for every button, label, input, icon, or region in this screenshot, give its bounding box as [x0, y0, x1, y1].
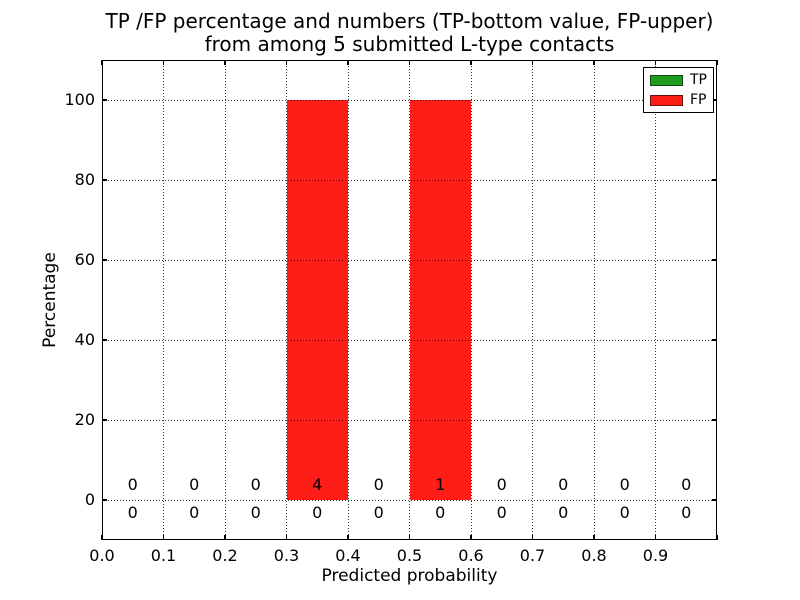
x-tick-top: [654, 60, 657, 65]
y-tick-right: [712, 99, 717, 101]
count-tp-bin-7: 0: [558, 503, 569, 522]
legend-label-tp: TP: [690, 72, 707, 88]
y-tick-left: [102, 259, 107, 261]
gridline-x-0.1: [163, 60, 164, 540]
count-tp-bin-4: 0: [373, 503, 384, 522]
legend-item-fp: FP: [650, 93, 707, 107]
count-fp-bin-0: 0: [127, 475, 138, 494]
y-tick-right: [712, 499, 717, 501]
count-tp-bin-2: 0: [250, 503, 261, 522]
x-tick-top: [470, 60, 472, 65]
y-tick-left: [102, 179, 107, 181]
tp-swatch-icon: [650, 74, 683, 86]
x-tick-top: [531, 60, 534, 65]
x-tick-label-0.5: 0.5: [396, 546, 423, 565]
x-tick-label-0.7: 0.7: [519, 546, 546, 565]
x-tick-label-0.8: 0.8: [581, 546, 607, 565]
x-tick-bottom: [716, 535, 718, 540]
chart-title-line1: TP /FP percentage and numbers (TP-bottom…: [105, 9, 714, 33]
x-tick-bottom: [285, 535, 288, 540]
count-fp-bin-7: 0: [558, 475, 569, 494]
y-tick-right: [712, 179, 717, 181]
bar-fp-bin-3: [286, 100, 348, 500]
count-fp-bin-8: 0: [619, 475, 630, 494]
x-tick-top: [224, 60, 226, 65]
count-tp-bin-6: 0: [496, 503, 507, 522]
gridline-x-0.6: [470, 60, 472, 540]
count-tp-bin-1: 0: [189, 503, 200, 522]
chart-title: TP /FP percentage and numbers (TP-bottom…: [102, 10, 717, 56]
x-tick-label-0.3: 0.3: [273, 546, 300, 565]
chart-title-line2: from among 5 submitted L-type contacts: [204, 32, 615, 56]
count-tp-bin-5: 0: [435, 503, 446, 522]
count-fp-bin-4: 0: [373, 475, 384, 494]
x-tick-bottom: [654, 535, 657, 540]
count-tp-bin-0: 0: [127, 503, 138, 522]
x-tick-bottom: [408, 535, 411, 540]
legend-item-tp: TP: [650, 73, 707, 87]
count-fp-bin-6: 0: [496, 475, 507, 494]
count-fp-bin-9: 0: [681, 475, 692, 494]
y-axis-label: Percentage: [40, 252, 60, 348]
y-tick-right: [712, 419, 717, 421]
y-tick-label-0: 0: [84, 490, 95, 509]
x-tick-top: [408, 60, 411, 65]
count-fp-bin-3: 4: [312, 475, 323, 494]
x-tick-top: [162, 60, 165, 65]
gridline-x-0.9: [655, 60, 656, 540]
count-fp-bin-1: 0: [189, 475, 200, 494]
legend: TP FP: [643, 67, 714, 113]
gridline-x-0.8: [593, 60, 595, 540]
x-tick-top: [716, 60, 718, 65]
y-tick-left: [102, 99, 107, 101]
x-tick-label-0.1: 0.1: [150, 546, 177, 565]
x-tick-bottom: [101, 535, 103, 540]
legend-label-fp: FP: [690, 92, 707, 108]
x-tick-bottom: [470, 535, 472, 540]
x-tick-bottom: [593, 535, 595, 540]
count-tp-bin-3: 0: [312, 503, 323, 522]
x-tick-label-0.6: 0.6: [458, 546, 484, 565]
x-tick-bottom: [224, 535, 226, 540]
gridline-x-0.5: [409, 60, 410, 540]
bar-fp-bin-5: [409, 100, 471, 500]
plot-area: 0 0 0 0 0 0 0 0 0 0 0 0 0 4 0 1 0 0 0 0 TP FP: [101, 60, 718, 540]
x-tick-top: [285, 60, 288, 65]
y-tick-label-60: 60: [74, 250, 95, 269]
y-tick-left: [102, 499, 107, 501]
gridline-x-0.7: [532, 60, 533, 540]
x-tick-label-0.9: 0.9: [642, 546, 669, 565]
y-tick-label-80: 80: [74, 170, 95, 189]
x-tick-bottom: [162, 535, 165, 540]
x-tick-label-0.0: 0.0: [89, 546, 115, 565]
x-tick-top: [101, 60, 103, 65]
gridline-x-0.3: [286, 60, 287, 540]
count-tp-bin-9: 0: [681, 503, 692, 522]
y-tick-label-100: 100: [64, 90, 95, 109]
x-tick-bottom: [347, 535, 349, 540]
gridline-x-0.4: [347, 60, 349, 540]
fp-swatch-icon: [650, 94, 683, 106]
x-tick-top: [593, 60, 595, 65]
y-tick-right: [712, 339, 717, 341]
x-axis-label: Predicted probability: [321, 566, 498, 586]
y-tick-left: [102, 339, 107, 341]
count-fp-bin-5: 1: [435, 475, 446, 494]
y-tick-left: [102, 419, 107, 421]
count-fp-bin-2: 0: [250, 475, 261, 494]
y-tick-right: [712, 259, 717, 261]
x-tick-label-0.4: 0.4: [335, 546, 361, 565]
x-tick-top: [347, 60, 349, 65]
y-tick-label-40: 40: [74, 330, 95, 349]
x-tick-label-0.2: 0.2: [212, 546, 238, 565]
count-tp-bin-8: 0: [619, 503, 630, 522]
x-tick-bottom: [531, 535, 534, 540]
y-tick-label-20: 20: [74, 410, 95, 429]
gridline-x-0.2: [224, 60, 226, 540]
